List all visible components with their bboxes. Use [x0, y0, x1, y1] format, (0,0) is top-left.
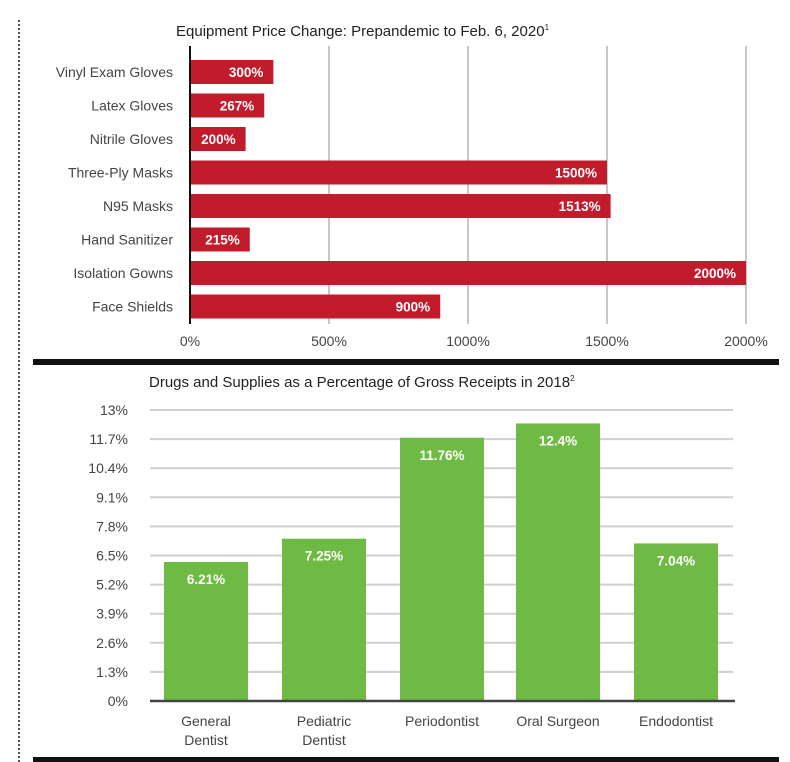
chart1-xtick-label: 1000%	[446, 333, 490, 349]
chart2-data-label: 7.04%	[657, 553, 695, 568]
chart1-bar	[190, 160, 607, 185]
chart1-category-label: Latex Gloves	[91, 98, 173, 114]
chart2-category-label: Periodontist	[405, 713, 479, 729]
chart1-bar	[190, 60, 274, 84]
chart2-category-label: General	[181, 713, 231, 729]
chart2-ytick-label: 1.3%	[96, 664, 128, 680]
chart2-ytick-label: 10.4%	[88, 460, 128, 476]
chart2-title-footnote: 2	[570, 374, 575, 383]
chart2-category-label: Oral Surgeon	[516, 713, 599, 729]
chart2-ytick-label: 7.8%	[96, 518, 128, 534]
chart2-bar	[164, 561, 248, 701]
chart1-bar	[190, 261, 746, 285]
chart1-category-label: Isolation Gowns	[73, 265, 173, 281]
chart1-bar	[190, 194, 611, 218]
chart1-data-label: 300%	[229, 65, 264, 80]
chart2-ytick-label: 0%	[108, 693, 128, 709]
chart2-data-label: 11.76%	[419, 448, 464, 463]
chart2-ytick-label: 5.2%	[96, 577, 128, 593]
section-divider	[33, 359, 779, 365]
chart1-category-label: Face Shields	[92, 299, 173, 315]
chart2-bar	[282, 538, 366, 701]
chart1-xtick-label: 1500%	[585, 333, 629, 349]
chart2-category-label: Dentist	[184, 732, 228, 748]
chart1-category-label: Three-Ply Masks	[68, 165, 173, 181]
chart1-bar	[190, 127, 246, 151]
chart2-category-label: Endodontist	[639, 713, 713, 729]
chart2-title: Drugs and Supplies as a Percentage of Gr…	[149, 374, 575, 391]
chart1-category-label: Hand Sanitizer	[81, 232, 173, 248]
chart2-bar	[634, 543, 718, 701]
chart2-ytick-label: 13%	[100, 402, 128, 418]
chart2-data-label: 7.25%	[305, 549, 343, 564]
chart1-bar	[190, 93, 265, 118]
chart2-title-text: Drugs and Supplies as a Percentage of Gr…	[149, 374, 571, 391]
chart1-bar	[190, 294, 441, 319]
chart2-bar	[516, 423, 600, 701]
chart1-category-label: N95 Masks	[103, 198, 173, 214]
chart1-xtick-label: 500%	[311, 333, 347, 349]
chart1-data-label: 200%	[201, 132, 236, 147]
chart1-data-label: 2000%	[694, 266, 736, 281]
chart2-category-label: Dentist	[302, 732, 346, 748]
chart1-xtick-label: 0%	[180, 333, 200, 349]
chart1-category-label: Nitrile Gloves	[90, 131, 173, 147]
chart2-bar	[400, 437, 484, 701]
chart1-title-footnote: 1	[544, 23, 550, 32]
chart2-data-label: 6.21%	[187, 572, 225, 587]
bottom-divider	[33, 757, 779, 762]
chart1-data-label: 1500%	[555, 166, 597, 181]
chart2-ytick-label: 2.6%	[96, 635, 128, 651]
chart2-data-label: 12.4%	[539, 433, 577, 448]
chart1-data-label: 1513%	[559, 199, 601, 214]
chart2-ytick-label: 9.1%	[96, 489, 128, 505]
chart1-data-label: 900%	[396, 300, 431, 315]
chart2-ytick-label: 11.7%	[89, 431, 128, 447]
chart1-title-text: Equipment Price Change: Prepandemic to F…	[176, 23, 545, 40]
chart1-xtick-label: 2000%	[724, 333, 768, 349]
page-margin-dotted-line	[18, 20, 20, 762]
chart2-ytick-label: 3.9%	[96, 606, 128, 622]
chart2-ytick-label: 6.5%	[96, 548, 128, 564]
chart1-bar	[190, 227, 250, 252]
chart1-category-label: Vinyl Exam Gloves	[56, 64, 173, 80]
chart2-category-label: Pediatric	[297, 713, 351, 729]
chart1-data-label: 215%	[205, 233, 240, 248]
chart1-title: Equipment Price Change: Prepandemic to F…	[176, 23, 549, 40]
chart1-data-label: 267%	[220, 99, 255, 114]
